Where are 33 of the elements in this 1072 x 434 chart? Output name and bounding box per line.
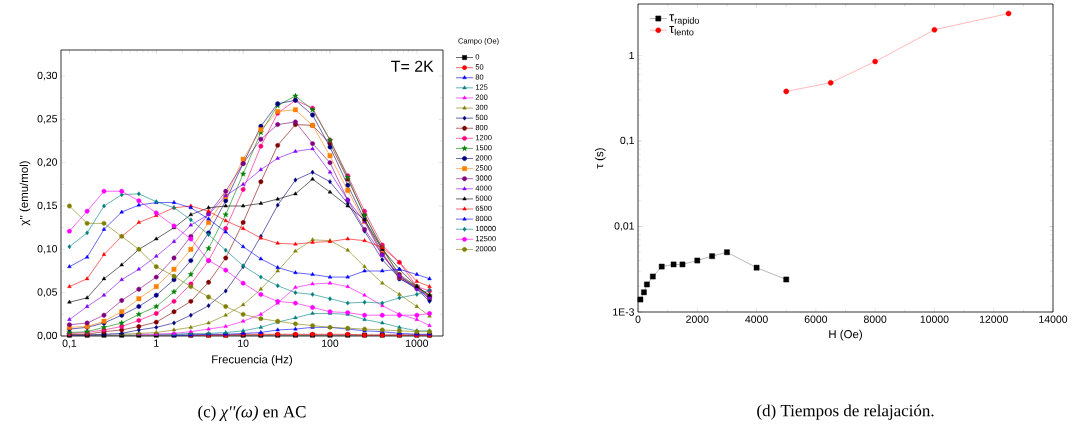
x-tick-label: 2000 bbox=[686, 315, 709, 323]
x-axis-title: Frecuencia (Hz) bbox=[212, 355, 293, 366]
text: (c) χ''(ω) en AC bbox=[198, 405, 306, 421]
x-tick-label: 10000 bbox=[920, 315, 949, 323]
y-tick-label: 1E-3 bbox=[613, 308, 635, 316]
x-tick-label: 6000 bbox=[804, 315, 828, 323]
y-tick-label: 0,01 bbox=[614, 222, 634, 231]
y-tick-label: 0,05 bbox=[37, 288, 58, 297]
x-tick-label: 1 bbox=[154, 339, 159, 347]
y-tick-label: 0,10 bbox=[37, 245, 58, 254]
x-tick-label: 14000 bbox=[1039, 315, 1068, 323]
x-tick-label: 10 bbox=[238, 339, 249, 347]
legend-label: τ$_{rapido}$ bbox=[669, 14, 700, 26]
y-tick-label: 0,30 bbox=[37, 71, 58, 81]
x-tick-label: 12000 bbox=[979, 315, 1008, 323]
y-tick-label: 0,1 bbox=[620, 136, 634, 146]
y-tick-label: 0,20 bbox=[37, 158, 58, 167]
x-tick-label: 4000 bbox=[745, 315, 768, 323]
x-axis-title: H (Oe) bbox=[829, 329, 862, 341]
legend-label: τ$_{lento}$ bbox=[669, 26, 694, 36]
y-axis-title: τ (s) bbox=[594, 148, 606, 169]
y-tick-label: 1 bbox=[629, 51, 634, 60]
text: (d) Tiempos de relajación. bbox=[757, 404, 934, 420]
x-tick-label: 1000 bbox=[406, 339, 429, 347]
y-tick-label: 0,00 bbox=[37, 331, 58, 341]
y-axis-title: χ'' (emu/mol) bbox=[19, 161, 31, 226]
x-tick-label: 100 bbox=[322, 339, 339, 347]
y-tick-label: 0,25 bbox=[37, 115, 58, 124]
annotation: T= 2K bbox=[391, 60, 434, 72]
x-tick-label: 0,1 bbox=[62, 339, 77, 349]
x-tick-label: 0 bbox=[635, 315, 641, 323]
x-tick-label: 8000 bbox=[863, 315, 887, 323]
y-tick-label: 0,15 bbox=[37, 201, 58, 211]
